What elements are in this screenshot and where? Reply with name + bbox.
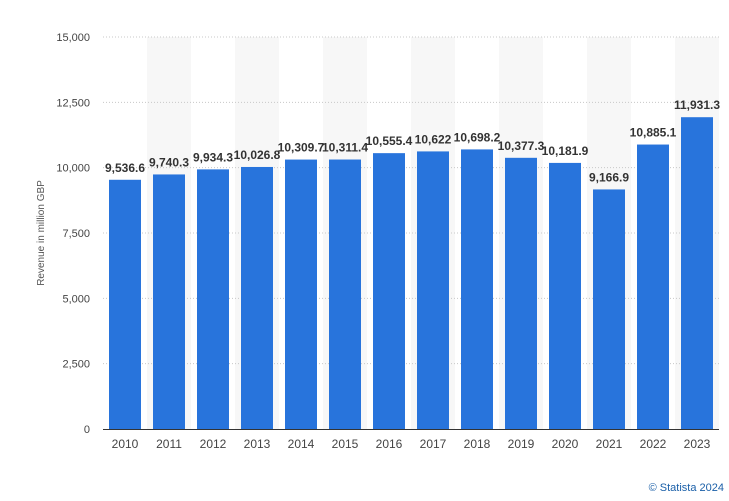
data-label-2011: 9,740.3 (149, 155, 189, 169)
x-tick-label-2023: 2023 (684, 437, 711, 451)
bar-2011[interactable] (153, 174, 185, 429)
x-axis-ticks: 2010 2011 2012 2013 2014 2015 2016 2017 2018 2019… (112, 437, 711, 451)
bar-2010[interactable] (109, 179, 141, 429)
bar-2018[interactable] (461, 149, 493, 430)
bars (109, 117, 713, 430)
y-tick-label: 10,000 (56, 163, 90, 175)
y-tick-label: 15,000 (56, 32, 90, 44)
bar-2013[interactable] (241, 166, 273, 429)
bar-2016[interactable] (373, 153, 405, 429)
bar-2012[interactable] (197, 169, 229, 429)
data-label-2016: 10,555.4 (366, 134, 413, 148)
x-tick-label-2012: 2012 (200, 437, 227, 451)
data-label-2018: 10,698.2 (454, 130, 501, 144)
x-tick-label-2018: 2018 (464, 437, 491, 451)
bar-2020[interactable] (549, 162, 581, 429)
x-tick-label-2013: 2013 (244, 437, 271, 451)
bar-2021[interactable] (593, 189, 625, 429)
x-tick-label-2016: 2016 (376, 437, 403, 451)
y-tick-label: 0 (84, 424, 90, 436)
y-tick-label: 7,500 (62, 228, 90, 240)
data-label-2019: 10,377.3 (498, 139, 545, 153)
y-axis-title: Revenue in million GBP (36, 180, 47, 286)
x-tick-label-2014: 2014 (288, 437, 315, 451)
bar-2015[interactable] (329, 159, 361, 429)
x-tick-label-2015: 2015 (332, 437, 359, 451)
bar-2022[interactable] (637, 144, 669, 430)
y-tick-label: 2,500 (62, 359, 90, 371)
data-labels: 9,536.6 9,740.3 9,934.3 10,026.810,309.710,… (105, 98, 720, 184)
statista-credit[interactable]: © Statista 2024 (649, 482, 724, 494)
data-label-2014: 10,309.7 (278, 141, 325, 155)
x-tick-label-2010: 2010 (112, 437, 139, 451)
bar-2014[interactable] (285, 159, 317, 429)
x-tick-label-2022: 2022 (640, 437, 667, 451)
bar-2017[interactable] (417, 151, 449, 429)
data-label-2017: 10,622 (415, 132, 452, 146)
y-tick-label: 5,000 (62, 293, 90, 305)
data-label-2012: 9,934.3 (193, 150, 233, 164)
data-label-2020: 10,181.9 (542, 144, 589, 158)
data-label-2023: 11,931.3 (674, 98, 720, 112)
y-axis-ticks: 0 2,500 5,000 7,500 10,000 12,500 15,000 (56, 32, 90, 436)
x-tick-label-2011: 2011 (156, 437, 182, 451)
x-tick-label-2017: 2017 (420, 437, 447, 451)
x-tick-label-2020: 2020 (552, 437, 579, 451)
bar-2019[interactable] (505, 157, 537, 429)
bar-2023[interactable] (681, 117, 713, 429)
data-label-2013: 10,026.8 (234, 148, 281, 162)
data-label-2021: 9,166.9 (589, 170, 629, 184)
x-tick-label-2019: 2019 (508, 437, 535, 451)
x-tick-label-2021: 2021 (596, 437, 623, 451)
data-label-2010: 9,536.6 (105, 161, 145, 175)
y-tick-label: 12,500 (56, 97, 90, 109)
data-label-2022: 10,885.1 (630, 126, 677, 140)
data-label-2015: 10,311.4 (322, 141, 368, 155)
